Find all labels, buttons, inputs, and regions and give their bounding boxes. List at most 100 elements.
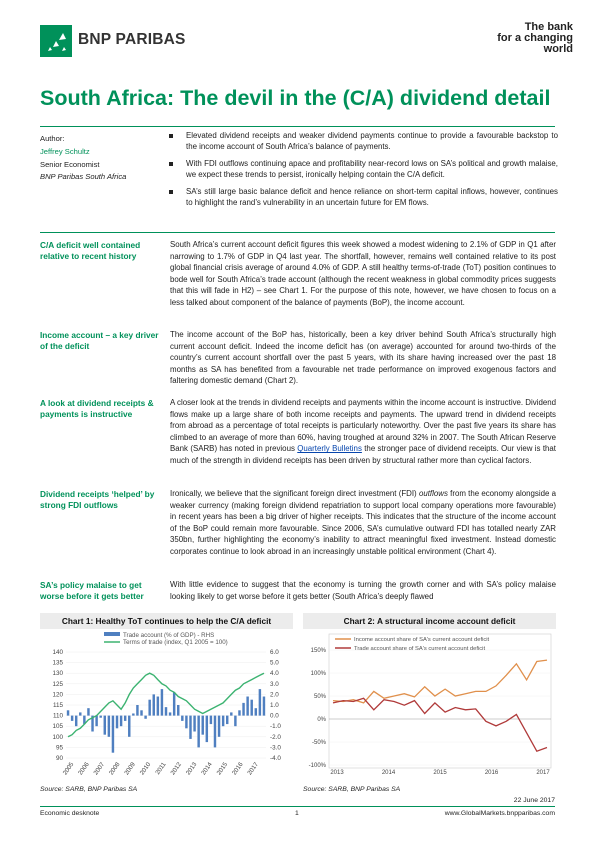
chart2-x-tick-label: 2014 (382, 770, 396, 776)
chart1-bar (185, 715, 188, 729)
chart2-left-tick-label: -100% (309, 763, 327, 769)
chart1-bar (226, 715, 229, 725)
chart1-bar (189, 715, 192, 739)
chart2-trade-line (332, 697, 548, 753)
chart1-svg: 140 135 130 125 120 115 110 105 100 95 90 6.0 5.0 4.… (52, 632, 281, 777)
author-name-link[interactable]: Jeffrey Schultz (40, 146, 90, 156)
key-point: Elevated dividend receipts and weaker di… (168, 130, 558, 153)
chart1-left-tick-label: 110 (53, 713, 64, 720)
chart1-bar (177, 705, 180, 716)
legend-swatch-trade (104, 632, 120, 636)
chart1-bars (66, 689, 266, 753)
sidenote-income-account: Income account – a key driver of the def… (40, 330, 159, 351)
section-divider (40, 232, 555, 233)
chart2-title: Chart 2: A structural income account def… (303, 613, 556, 629)
paragraph-income-account: The income account of the BoP has, histo… (170, 330, 556, 386)
chart1-bar (66, 710, 70, 716)
chart2-x-tick-label: 2015 (433, 770, 447, 776)
chart1-bar (258, 689, 262, 716)
chart1-bar (74, 715, 78, 727)
paragraph-text: from the economy alongside a weaker curr… (170, 489, 556, 556)
chart1-bar (262, 696, 266, 716)
chart1-right-tick-label: 3.0 (270, 681, 279, 688)
chart1-x-axis: 2005 2006 2007 2008 2009 2010 2011 2012 2013 2014… (62, 761, 261, 777)
chart1-bar (115, 715, 119, 729)
chart2-plot-frame (328, 633, 552, 769)
chart1-title: Chart 1: Healthy ToT continues to help t… (40, 613, 293, 629)
legend-label-tot: Terms of trade (index, Q1 2005 = 100) (123, 639, 228, 646)
chart1-right-tick-label: -3.0 (270, 744, 281, 751)
chart1-right-tick-label: -2.0 (270, 734, 281, 741)
paragraph-text: Ironically, we believe that the signific… (170, 489, 419, 498)
paragraph-text: A closer look at the trends in dividend … (170, 398, 556, 454)
footer-website-link[interactable]: www.GlobalMarkets.bnpparibas.com (444, 810, 555, 817)
chart1-left-tick-label: 95 (56, 744, 64, 751)
emphasis-text: outflows (418, 489, 448, 498)
footer-divider (40, 806, 555, 807)
footer-doc-type: Economic desknote (40, 810, 100, 817)
paragraph-fdi-outflows: Ironically, we believe that the signific… (170, 488, 556, 558)
legend-label-trade: Trade account (% of GDP) - RHS (123, 632, 214, 639)
footer-date: 22 June 2017 (513, 797, 555, 804)
chart1-left-tick-label: 140 (52, 649, 63, 656)
chart1-bar (119, 715, 123, 727)
sidenote-fdi-outflows: Dividend receipts ‘helped’ by strong FDI… (40, 489, 155, 510)
chart2-x-tick-label: 2017 (536, 770, 550, 776)
chart1-bar (160, 689, 164, 716)
chart1-bar (136, 705, 139, 716)
chart2-svg: 150%100%50%0%-50%-100% 2013 2014 2015 2016 2… (309, 633, 552, 776)
author-block: Author: Jeffrey Schultz Senior Economist… (40, 133, 155, 184)
chart1-tot-line (67, 672, 265, 738)
chart1-x-tick-label: 2017 (246, 761, 260, 777)
chart1-bar (250, 699, 253, 716)
chart2-source: Source: SARB, BNP Paribas SA (303, 786, 401, 793)
legend-label-trade: Trade account share of SA's current acco… (354, 646, 485, 652)
chart1-bar (91, 715, 94, 732)
brand-tagline: The bank for a changing world (497, 22, 573, 55)
chart1-x-tick-label: 2016 (231, 761, 245, 777)
chart1-bar (213, 715, 217, 748)
chart1-x-tick-label: 2008 (108, 761, 122, 777)
chart1-bar (156, 696, 160, 716)
chart1-left-tick-label: 125 (52, 681, 63, 688)
paragraph-text: the stronger pace of dividend receipts. … (170, 444, 556, 465)
chart1-x-tick-label: 2006 (77, 761, 91, 777)
author-label: Author: (40, 134, 65, 143)
chart2-left-tick-label: 0% (317, 717, 326, 723)
chart1-right-tick-label: 5.0 (270, 660, 279, 667)
brand-logo-mark (40, 25, 72, 57)
quarterly-bulletins-link[interactable]: Quarterly Bulletins (297, 444, 362, 454)
page-title: South Africa: The devil in the (C/A) div… (40, 86, 551, 110)
sidenote-policy-malaise: SA’s policy malaise to get worse before … (40, 580, 144, 601)
chart1-left-axis: 140 135 130 125 120 115 110 105 100 95 90 (52, 649, 63, 762)
chart1-left-tick-label: 120 (52, 691, 63, 698)
chart1-bar (79, 712, 82, 716)
chart1-x-tick-label: 2005 (62, 761, 76, 777)
chart1-right-tick-label: 6.0 (270, 649, 279, 656)
chart1-x-tick-label: 2012 (169, 761, 183, 777)
chart1-x-tick-label: 2009 (123, 761, 137, 777)
chart1-left-tick-label: 100 (52, 734, 63, 741)
legend-label-income: Income account share of SA's current acc… (354, 637, 490, 643)
chart1-bar (238, 710, 241, 716)
brand-name: BNP PARIBAS (78, 31, 186, 48)
chart2-income-line (332, 659, 548, 704)
chart1-right-tick-label: 0.0 (270, 713, 279, 720)
chart2-left-tick-label: 50% (314, 694, 327, 700)
chart1-bar (181, 715, 184, 721)
chart1-x-tick-label: 2015 (216, 761, 230, 777)
paragraph-ca-deficit: South Africa’s current account deficit f… (170, 240, 556, 307)
chart1-bar (242, 702, 245, 716)
chart1-bar (103, 715, 106, 735)
chart1-right-tick-label: 2.0 (270, 691, 279, 698)
chart2-x-tick-label: 2016 (485, 770, 499, 776)
chart1-bar (168, 712, 172, 716)
chart1-x-tick-label: 2010 (139, 761, 153, 777)
chart2-left-tick-label: -50% (312, 740, 327, 746)
key-points-list: Elevated dividend receipts and weaker di… (168, 130, 558, 214)
tagline-line-3: world (543, 43, 573, 55)
author-role: Senior Economist (40, 159, 100, 169)
chart1-bar (70, 715, 74, 721)
title-divider (40, 126, 555, 127)
tagline-line-2: for a changing (497, 32, 573, 44)
